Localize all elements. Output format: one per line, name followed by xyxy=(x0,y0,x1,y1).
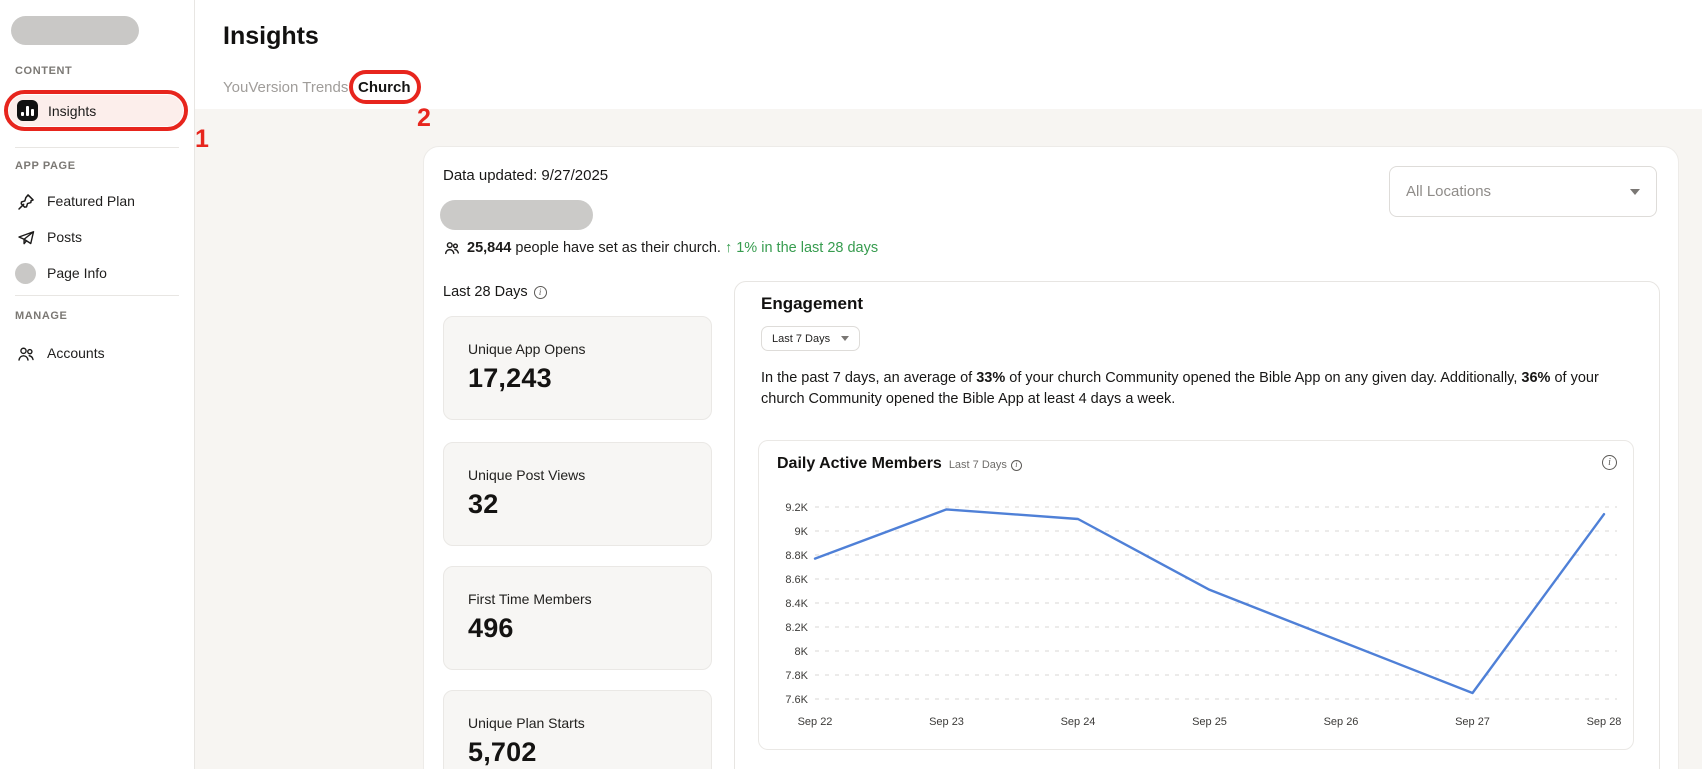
tab-youversion-trends[interactable]: YouVersion Trends xyxy=(223,79,348,96)
stat-card-unique-plan-starts: Unique Plan Starts 5,702 xyxy=(443,690,712,769)
stat-card-unique-post-views: Unique Post Views 32 xyxy=(443,442,712,546)
avatar-placeholder xyxy=(15,263,36,284)
engagement-title: Engagement xyxy=(761,294,863,314)
daily-active-members-chart: Daily Active Members Last 7 Days 9.2K 9K 8… xyxy=(758,440,1634,750)
chevron-down-icon xyxy=(1630,189,1640,195)
church-insights-dashboard: { "app": { "annotation_color": "#e7251d"… xyxy=(0,0,1702,769)
chart-subtitle: Last 7 Days xyxy=(949,459,1022,471)
sidebar-item-posts[interactable]: Posts xyxy=(15,224,185,250)
sidebar-divider xyxy=(15,295,179,296)
y-tick-label: 8.6K xyxy=(785,574,808,586)
org-logo-placeholder xyxy=(11,16,139,45)
y-tick-label: 9.2K xyxy=(785,502,808,514)
members-summary: 25,844 people have set as their church. … xyxy=(443,239,878,257)
x-tick-label: Sep 24 xyxy=(1061,716,1096,728)
info-icon[interactable] xyxy=(1011,460,1022,471)
x-tick-label: Sep 28 xyxy=(1587,716,1622,728)
people-icon xyxy=(15,343,36,364)
sidebar-item-label: Insights xyxy=(48,103,96,119)
page-header: Insights YouVersion Trends Church xyxy=(195,0,1702,109)
period-label: Last 28 Days xyxy=(443,284,528,300)
engagement-period-value: Last 7 Days xyxy=(772,333,830,345)
chart-line xyxy=(815,509,1604,693)
stat-value: 496 xyxy=(468,613,687,644)
stat-label: Unique Post Views xyxy=(468,467,687,483)
bar-chart-icon xyxy=(17,100,38,121)
locations-dropdown-value: All Locations xyxy=(1406,183,1491,200)
data-updated-label: Data updated: 9/27/2025 xyxy=(443,167,608,184)
stat-value: 5,702 xyxy=(468,737,687,768)
y-tick-label: 7.6K xyxy=(785,694,808,706)
tab-church[interactable]: Church xyxy=(358,79,411,96)
locations-dropdown[interactable]: All Locations xyxy=(1389,166,1657,217)
sidebar-section-content: CONTENT xyxy=(15,65,72,77)
period-label-row: Last 28 Days xyxy=(443,284,547,300)
sidebar-item-accounts[interactable]: Accounts xyxy=(15,340,185,366)
people-icon xyxy=(443,239,461,257)
x-tick-label: Sep 27 xyxy=(1455,716,1490,728)
x-tick-label: Sep 23 xyxy=(929,716,964,728)
sidebar-item-insights[interactable]: Insights xyxy=(9,95,183,126)
sidebar-item-featured-plan[interactable]: Featured Plan xyxy=(15,188,185,214)
stat-label: First Time Members xyxy=(468,591,687,607)
y-tick-label: 8.2K xyxy=(785,622,808,634)
x-tick-label: Sep 22 xyxy=(798,716,833,728)
sidebar-item-label: Accounts xyxy=(47,345,105,361)
sidebar-item-label: Featured Plan xyxy=(47,193,135,209)
sidebar-item-label: Page Info xyxy=(47,265,107,281)
annotation-number-1: 1 xyxy=(195,125,209,154)
info-icon[interactable] xyxy=(534,286,547,299)
sidebar-divider xyxy=(15,147,179,148)
y-tick-label: 7.8K xyxy=(785,670,808,682)
stat-card-unique-app-opens: Unique App Opens 17,243 xyxy=(443,316,712,420)
y-tick-label: 8K xyxy=(795,646,809,658)
engagement-card: Engagement Last 7 Days In the past 7 day… xyxy=(734,281,1660,769)
stat-label: Unique Plan Starts xyxy=(468,715,687,731)
sidebar: CONTENT Insights APP PAGE Featured Plan … xyxy=(0,0,195,769)
sidebar-item-page-info[interactable]: Page Info xyxy=(15,260,185,286)
annotation-number-2: 2 xyxy=(417,104,431,133)
x-tick-label: Sep 26 xyxy=(1324,716,1359,728)
engagement-period-dropdown[interactable]: Last 7 Days xyxy=(761,326,860,351)
x-tick-label: Sep 25 xyxy=(1192,716,1227,728)
stat-label: Unique App Opens xyxy=(468,341,687,357)
members-count: 25,844 xyxy=(467,240,511,256)
y-tick-label: 8.8K xyxy=(785,550,808,562)
y-tick-label: 9K xyxy=(795,526,809,538)
chart-title: Daily Active Members xyxy=(777,455,942,473)
y-tick-label: 8.4K xyxy=(785,598,808,610)
sidebar-section-app-page: APP PAGE xyxy=(15,160,76,172)
sidebar-item-label: Posts xyxy=(47,229,82,245)
page-title: Insights xyxy=(223,22,319,51)
stat-card-first-time-members: First Time Members 496 xyxy=(443,566,712,670)
send-icon xyxy=(15,227,36,248)
members-trend: ↑ 1% in the last 28 days xyxy=(725,240,878,256)
church-name-placeholder xyxy=(440,200,593,230)
members-text: people have set as their church. xyxy=(515,240,721,256)
chevron-down-icon xyxy=(841,336,849,341)
info-icon[interactable] xyxy=(1602,455,1617,470)
sidebar-section-manage: MANAGE xyxy=(15,310,68,322)
chart-title-row: Daily Active Members Last 7 Days xyxy=(777,455,1022,473)
stat-value: 32 xyxy=(468,489,687,520)
pin-icon xyxy=(15,191,36,212)
line-chart-plot: 9.2K 9K 8.8K 8.6K 8.4K 8.2K 8K 7.8K 7.6K Sep 22 Se… xyxy=(759,485,1633,747)
stat-value: 17,243 xyxy=(468,363,687,394)
engagement-description: In the past 7 days, an average of 33% of… xyxy=(761,368,1633,410)
